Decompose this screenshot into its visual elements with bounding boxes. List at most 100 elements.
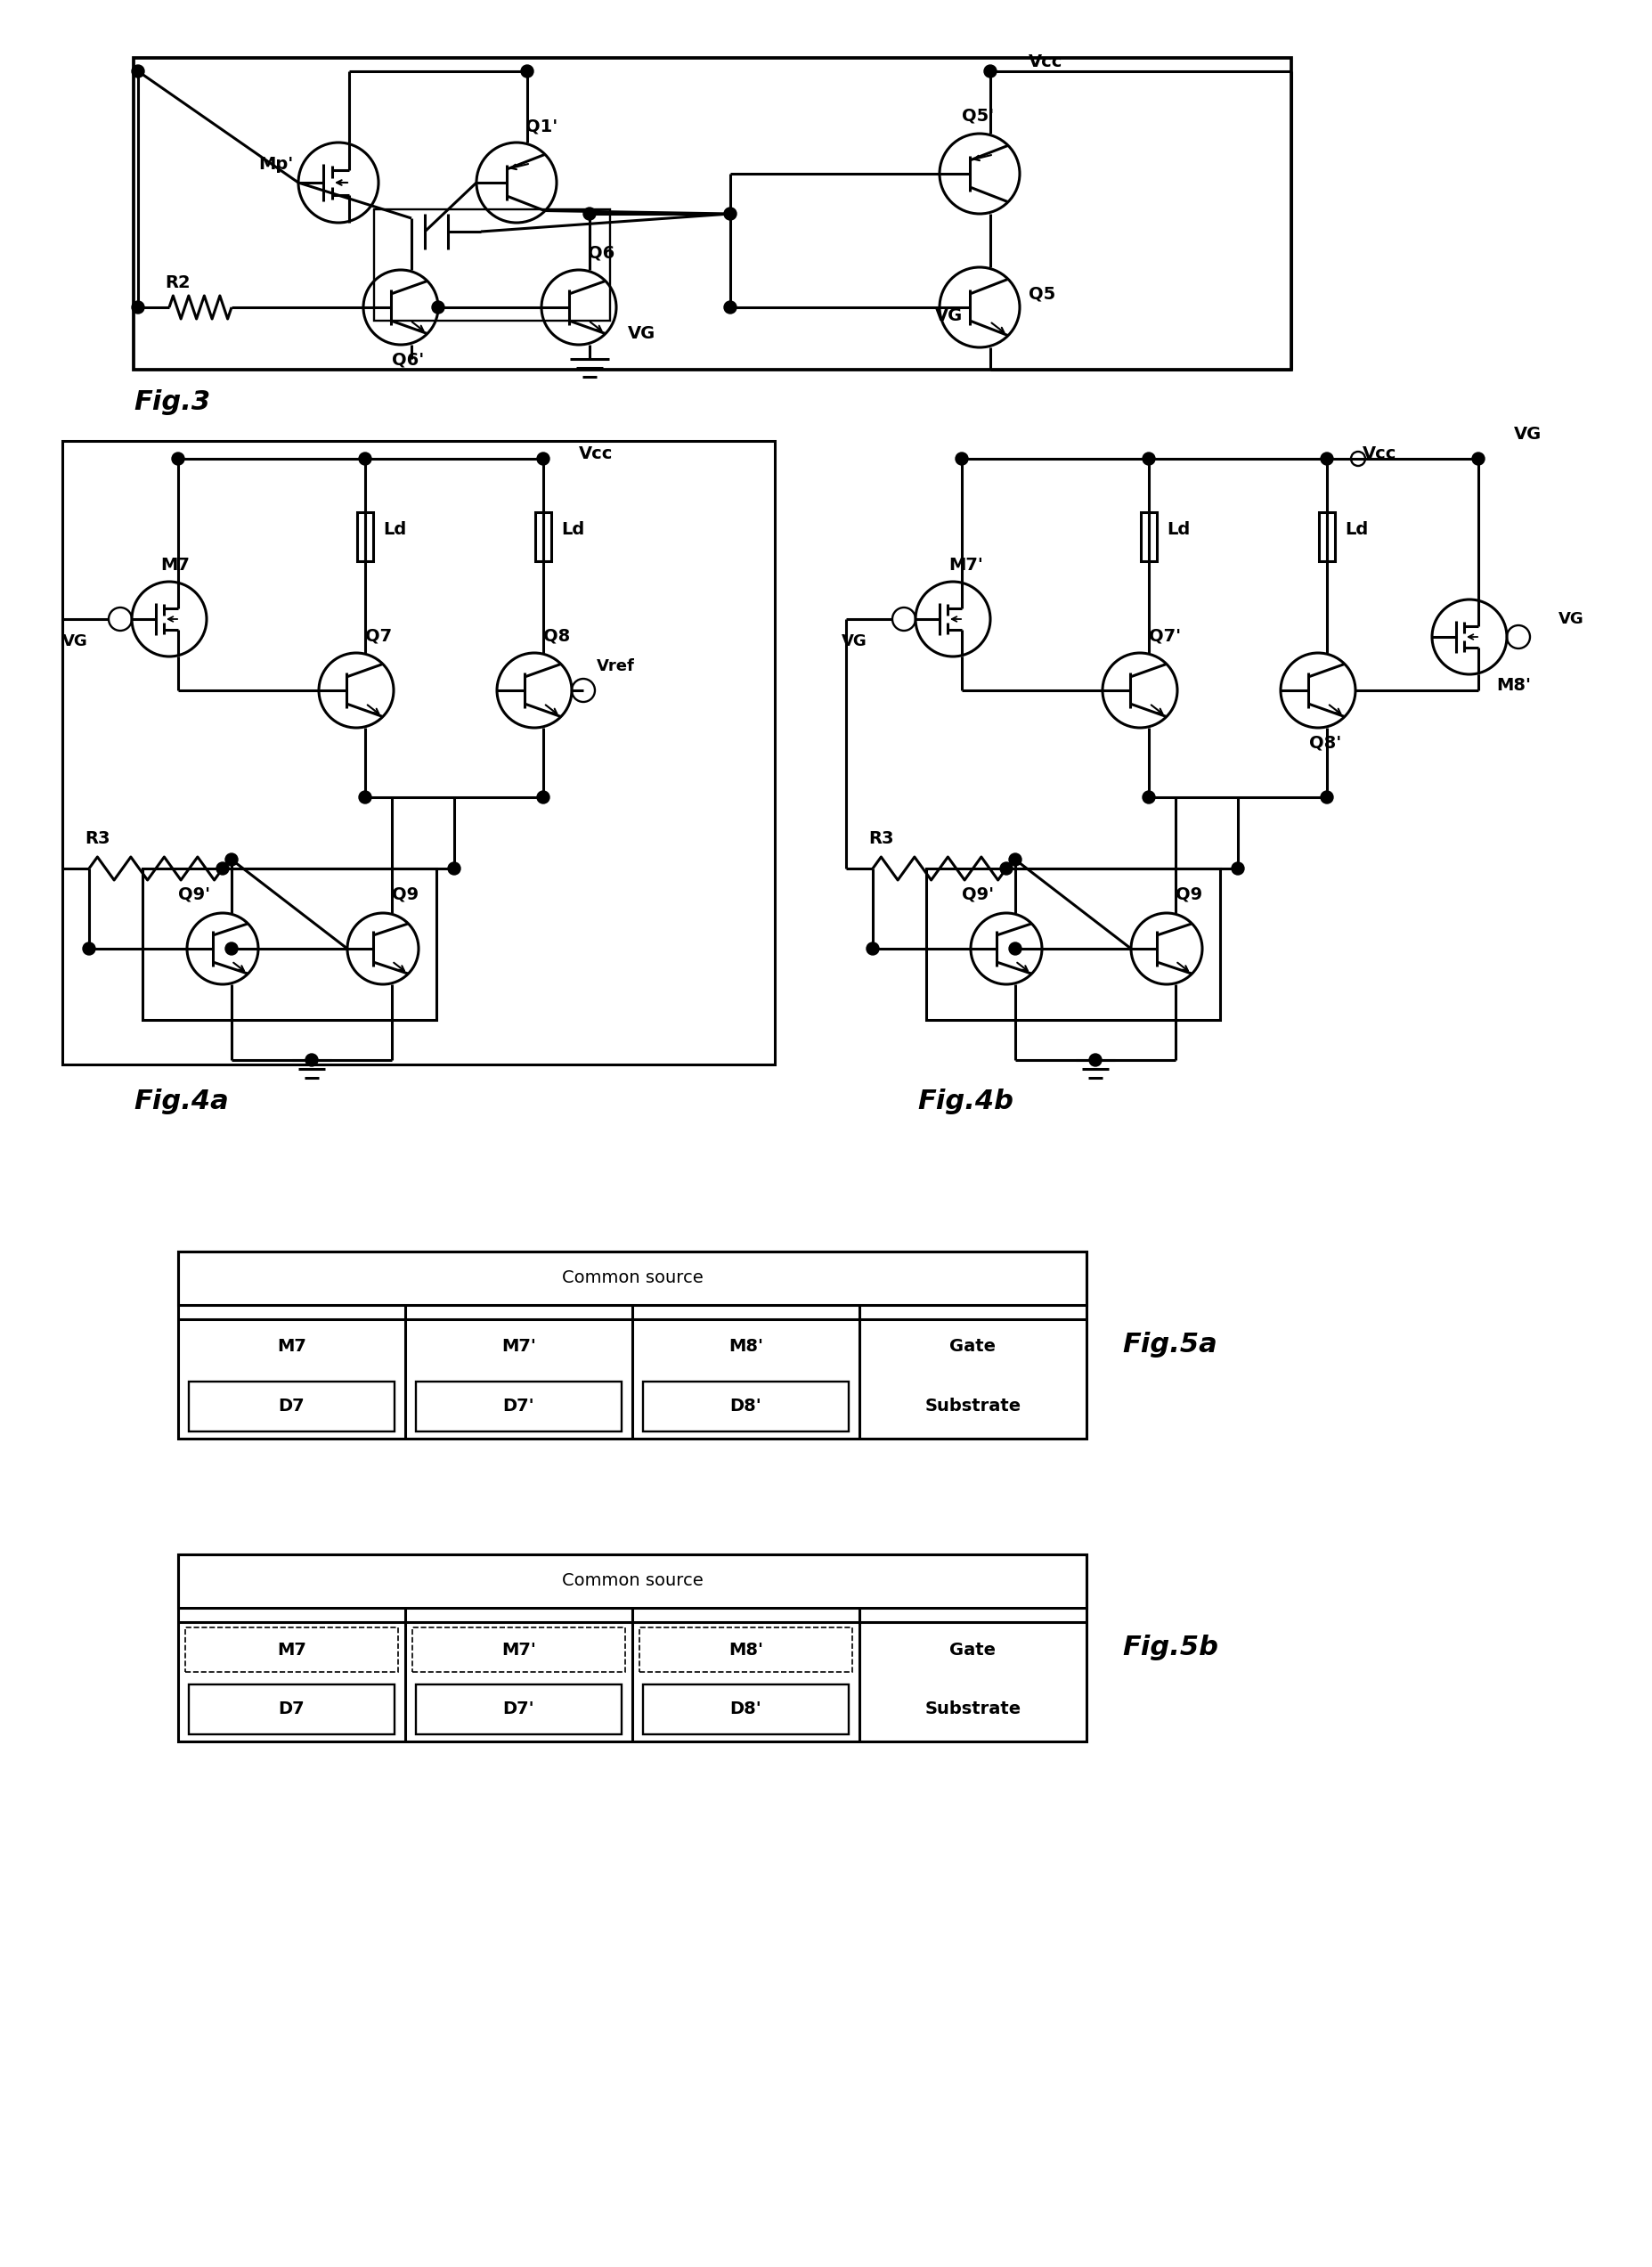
Bar — [643, 1381, 849, 1430]
Text: Q8': Q8' — [1308, 735, 1341, 753]
Text: Common source: Common source — [562, 1270, 704, 1288]
Text: R3: R3 — [869, 830, 894, 848]
Bar — [413, 1628, 624, 1673]
Text: D7: D7 — [279, 1700, 306, 1718]
Bar — [639, 1628, 852, 1673]
Circle shape — [358, 453, 372, 465]
Circle shape — [1143, 453, 1155, 465]
Bar — [927, 868, 1221, 1020]
Bar — [178, 1251, 1087, 1306]
Circle shape — [537, 453, 550, 465]
Text: VG: VG — [1558, 612, 1584, 628]
Circle shape — [1089, 1054, 1102, 1065]
Text: Q5: Q5 — [1029, 286, 1056, 302]
Text: D7': D7' — [502, 1399, 535, 1415]
Circle shape — [867, 943, 879, 954]
Text: VG: VG — [935, 308, 963, 324]
Text: M7': M7' — [502, 1641, 535, 1657]
Text: Ld: Ld — [383, 521, 406, 537]
Circle shape — [1320, 453, 1333, 465]
Circle shape — [985, 66, 996, 77]
Bar — [535, 512, 552, 562]
Text: Fig.4a: Fig.4a — [134, 1088, 228, 1115]
Text: Q7': Q7' — [1148, 628, 1181, 644]
Circle shape — [1472, 453, 1485, 465]
Text: M7: M7 — [278, 1641, 306, 1657]
Text: Vcc: Vcc — [578, 444, 613, 462]
Text: VG: VG — [628, 324, 656, 342]
Text: M7: M7 — [278, 1338, 306, 1356]
Circle shape — [999, 861, 1013, 875]
Bar — [178, 1555, 1087, 1607]
Text: Gate: Gate — [950, 1641, 996, 1657]
Text: Vcc: Vcc — [1363, 444, 1396, 462]
Text: Substrate: Substrate — [925, 1399, 1021, 1415]
Bar — [373, 209, 610, 320]
Text: D8': D8' — [730, 1399, 762, 1415]
Circle shape — [225, 852, 238, 866]
Text: VG: VG — [63, 632, 88, 648]
Bar — [188, 1684, 395, 1734]
Bar — [416, 1684, 621, 1734]
Text: Q6: Q6 — [588, 245, 615, 263]
Circle shape — [358, 791, 372, 803]
Circle shape — [1320, 791, 1333, 803]
Bar — [178, 1555, 1087, 1741]
Text: Q5': Q5' — [961, 107, 995, 125]
Text: Vcc: Vcc — [1029, 54, 1062, 70]
Bar — [1142, 512, 1156, 562]
Circle shape — [306, 1054, 317, 1065]
Bar — [185, 1628, 398, 1673]
Text: Substrate: Substrate — [925, 1700, 1021, 1718]
Circle shape — [724, 302, 737, 313]
Circle shape — [955, 453, 968, 465]
Bar — [416, 1381, 621, 1430]
Text: Q1': Q1' — [525, 118, 558, 134]
Bar — [1318, 512, 1335, 562]
Text: Fig.5a: Fig.5a — [1122, 1333, 1218, 1358]
Circle shape — [583, 209, 596, 220]
Text: M7: M7 — [160, 558, 190, 574]
Text: M7': M7' — [502, 1338, 535, 1356]
Text: Q7: Q7 — [365, 628, 392, 644]
Text: M8': M8' — [729, 1641, 763, 1657]
Text: Gate: Gate — [950, 1338, 996, 1356]
Circle shape — [724, 209, 737, 220]
Text: D7': D7' — [502, 1700, 535, 1718]
Text: Fig.5b: Fig.5b — [1122, 1635, 1218, 1662]
Text: Q9: Q9 — [392, 886, 418, 902]
Bar — [63, 440, 775, 1065]
Text: M8': M8' — [1497, 678, 1531, 694]
Text: Ld: Ld — [562, 521, 585, 537]
Text: Fig.4b: Fig.4b — [917, 1088, 1013, 1115]
Text: Q9': Q9' — [178, 886, 210, 902]
Circle shape — [83, 943, 96, 954]
Text: Vref: Vref — [596, 657, 634, 673]
Bar — [188, 1381, 395, 1430]
Circle shape — [1232, 861, 1244, 875]
Circle shape — [431, 302, 444, 313]
Text: M8': M8' — [729, 1338, 763, 1356]
Text: Q9: Q9 — [1176, 886, 1203, 902]
Text: R3: R3 — [84, 830, 111, 848]
Text: D8': D8' — [730, 1700, 762, 1718]
Text: VG: VG — [1513, 426, 1541, 442]
Bar — [357, 512, 373, 562]
Text: Mp': Mp' — [258, 156, 292, 172]
Text: Fig.3: Fig.3 — [134, 390, 210, 415]
Text: VG: VG — [841, 632, 867, 648]
Text: Q8: Q8 — [544, 628, 570, 644]
Circle shape — [132, 66, 144, 77]
Text: M7': M7' — [948, 558, 983, 574]
Text: Common source: Common source — [562, 1573, 704, 1589]
Bar — [178, 1251, 1087, 1440]
Text: Q6': Q6' — [392, 351, 425, 370]
Bar — [142, 868, 436, 1020]
Text: Ld: Ld — [1166, 521, 1189, 537]
Circle shape — [448, 861, 461, 875]
Text: D7: D7 — [279, 1399, 306, 1415]
Text: Ld: Ld — [1345, 521, 1368, 537]
Bar — [643, 1684, 849, 1734]
Circle shape — [520, 66, 534, 77]
Text: R2: R2 — [165, 274, 190, 290]
